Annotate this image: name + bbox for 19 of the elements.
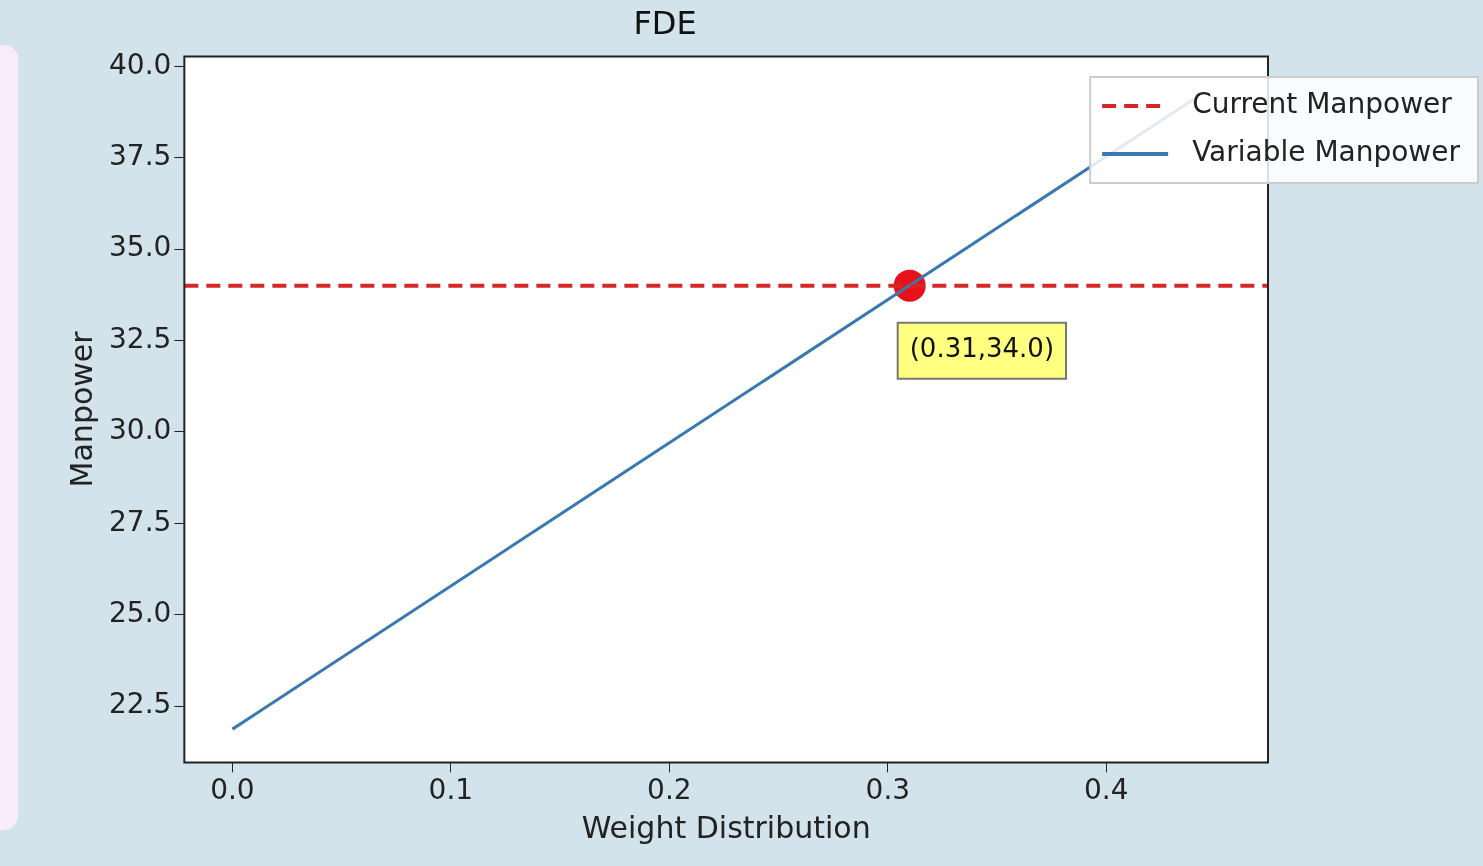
y-axis-title: Manpower <box>63 330 99 488</box>
x-tick-label: 0.1 <box>428 773 474 807</box>
y-tick-label: 27.5 <box>109 504 172 538</box>
x-tick-label: 0.3 <box>865 773 911 807</box>
x-tick-label: 0.4 <box>1084 773 1129 807</box>
y-tick-label: 25.0 <box>109 595 172 629</box>
y-tick-label: 30.0 <box>109 413 172 447</box>
y-tick-label: 35.0 <box>109 230 172 264</box>
x-tick-label: 0.2 <box>647 773 692 807</box>
y-tick-label: 37.5 <box>109 138 172 172</box>
y-tick-label: 22.5 <box>109 687 172 721</box>
legend-label: Current Manpower <box>1192 87 1453 121</box>
x-tick-label: 0.0 <box>210 773 255 807</box>
x-axis-title: Weight Distribution <box>581 809 871 845</box>
legend-label: Variable Manpower <box>1192 135 1461 169</box>
annotation: (0.31,34.0) <box>909 333 1055 364</box>
y-tick-label: 32.5 <box>109 321 172 355</box>
y-tick-label: 40.0 <box>109 47 172 81</box>
chart-title: FDE <box>633 3 697 42</box>
